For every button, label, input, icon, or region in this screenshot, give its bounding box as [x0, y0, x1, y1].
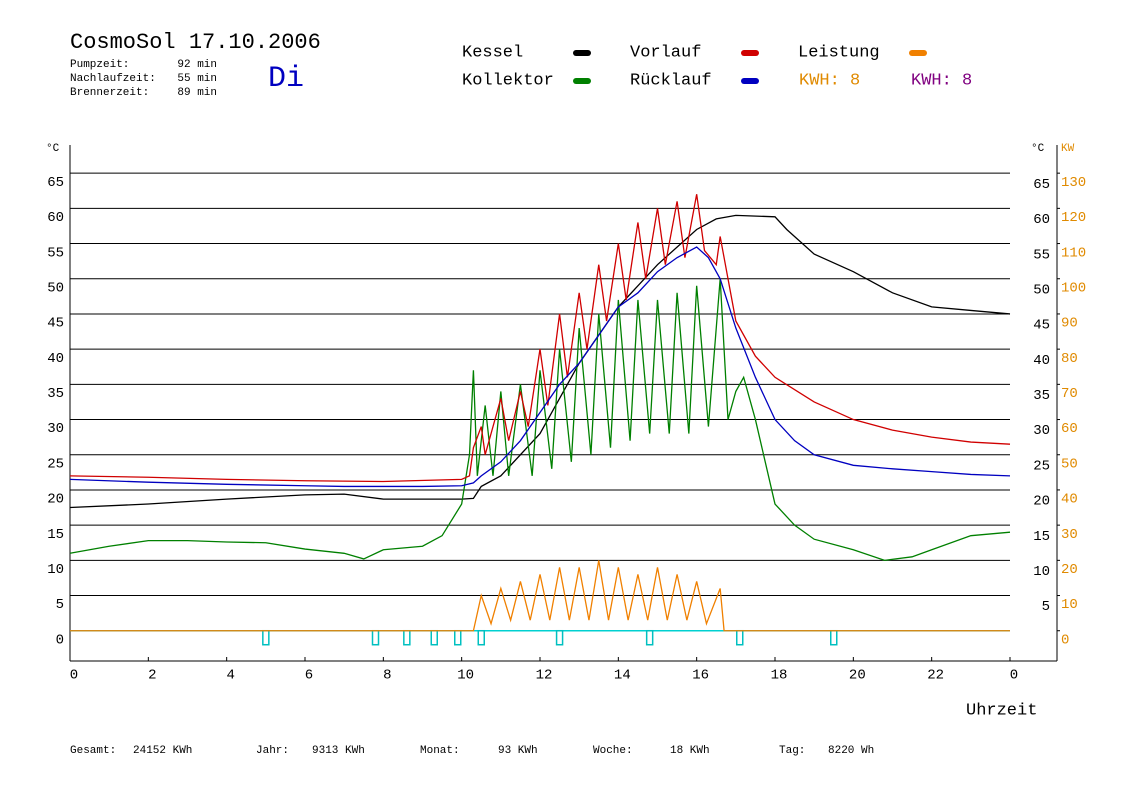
x-tick-label: 22 — [927, 668, 944, 684]
x-axis-label: Uhrzeit — [966, 701, 1037, 720]
y-tick-label: 50 — [47, 280, 64, 296]
info-value: 89 min — [177, 87, 217, 99]
info-value: 92 min — [177, 59, 217, 71]
legend-label: Kessel — [462, 43, 523, 62]
series-line — [69, 214, 1011, 509]
y-tick-label: 35 — [47, 386, 64, 402]
y-right-tick-label: 50 — [1033, 282, 1050, 298]
y2-tick-label: 120 — [1061, 210, 1086, 226]
footer-value: 24152 KWh — [133, 745, 192, 757]
series-line — [69, 246, 1011, 488]
x-tick-label: 20 — [849, 668, 866, 684]
y2-tick-label: 10 — [1061, 597, 1078, 613]
event-marker — [736, 629, 744, 646]
info-value: 55 min — [177, 73, 217, 85]
x-tick-label: 2 — [148, 668, 156, 684]
y2-tick-label: 80 — [1061, 351, 1078, 367]
x-tick-label: 18 — [771, 668, 788, 684]
y2-tick-label: 30 — [1061, 527, 1078, 543]
y-right-tick-label: 10 — [1033, 564, 1050, 580]
legend-label: Rücklauf — [630, 71, 712, 90]
y2-tick-label: 90 — [1061, 316, 1078, 332]
y-right-tick-label: 20 — [1033, 494, 1050, 510]
y-right-tick-label: 25 — [1033, 458, 1050, 474]
legend-label: Kollektor — [462, 71, 554, 90]
event-marker — [830, 629, 838, 646]
event-marker — [454, 629, 462, 646]
x-tick-label: 16 — [692, 668, 709, 684]
weekday: Di — [268, 62, 304, 96]
y-right-tick-label: 40 — [1033, 353, 1050, 369]
footer-value: 8220 Wh — [828, 745, 874, 757]
y-right-tick-label: 5 — [1042, 599, 1050, 615]
kwh-label: KWH: 8 — [799, 71, 860, 90]
y-tick-label: 55 — [47, 245, 64, 261]
x-tick-label: 0 — [70, 668, 78, 684]
y-tick-label: 65 — [47, 175, 64, 191]
y2-tick-label: 40 — [1061, 492, 1078, 508]
y-tick-label: 0 — [56, 632, 64, 648]
y-right-tick-label: 35 — [1033, 388, 1050, 404]
y-tick-label: 60 — [47, 210, 64, 226]
y-tick-label: 10 — [47, 562, 64, 578]
series-line — [70, 560, 1010, 632]
x-tick-label: 10 — [457, 668, 474, 684]
y2-tick-label: 130 — [1061, 175, 1086, 191]
x-tick-label: 12 — [536, 668, 553, 684]
y2-tick-label: 50 — [1061, 456, 1078, 472]
y-unit-right: °C — [1031, 143, 1045, 155]
y2-tick-label: 70 — [1061, 386, 1078, 402]
y-tick-label: 15 — [47, 527, 64, 543]
event-marker — [430, 629, 438, 646]
info-label: Pumpzeit: — [70, 59, 129, 71]
x-tick-label: 4 — [226, 668, 234, 684]
event-marker — [477, 629, 485, 646]
footer-label: Woche: — [593, 745, 633, 757]
y-tick-label: 25 — [47, 456, 64, 472]
x-tick-label: 14 — [614, 668, 631, 684]
footer-value: 18 KWh — [670, 745, 710, 757]
y-tick-label: 20 — [47, 492, 64, 508]
y2-tick-label: 100 — [1061, 280, 1086, 296]
info-label: Brennerzeit: — [70, 87, 149, 99]
y-right-tick-label: 30 — [1033, 423, 1050, 439]
y-tick-label: 5 — [56, 597, 64, 613]
event-marker — [645, 629, 654, 646]
info-label: Nachlaufzeit: — [70, 73, 156, 85]
y2-tick-label: 110 — [1061, 245, 1086, 261]
series-line — [69, 194, 1011, 483]
y2-tick-label: 0 — [1061, 632, 1069, 648]
footer-label: Tag: — [779, 745, 805, 757]
x-tick-label: 0 — [1010, 668, 1018, 684]
event-marker — [262, 629, 270, 646]
y2-unit: KW — [1061, 143, 1075, 155]
x-tick-label: 8 — [383, 668, 391, 684]
footer-label: Jahr: — [256, 745, 289, 757]
footer-label: Gesamt: — [70, 745, 116, 757]
y-right-tick-label: 65 — [1033, 177, 1050, 193]
event-marker — [403, 629, 411, 646]
kwh-label: KWH: 8 — [911, 71, 972, 90]
x-tick-label: 6 — [305, 668, 313, 684]
event-marker — [555, 629, 564, 646]
y-right-tick-label: 45 — [1033, 318, 1050, 334]
y-right-tick-label: 60 — [1033, 212, 1050, 228]
legend-label: Leistung — [798, 43, 880, 62]
footer-label: Monat: — [420, 745, 460, 757]
y2-tick-label: 60 — [1061, 421, 1078, 437]
y-right-tick-label: 55 — [1033, 247, 1050, 263]
footer-value: 9313 KWh — [312, 745, 365, 757]
series-line — [69, 278, 1011, 561]
y2-tick-label: 20 — [1061, 562, 1078, 578]
y-tick-label: 45 — [47, 316, 64, 332]
chart-title: CosmoSol 17.10.2006 — [70, 30, 321, 55]
y-right-tick-label: 15 — [1033, 529, 1050, 545]
event-marker — [371, 629, 380, 646]
legend-label: Vorlauf — [630, 43, 701, 62]
y-tick-label: 40 — [47, 351, 64, 367]
y-unit: °C — [46, 143, 60, 155]
footer-value: 93 KWh — [498, 745, 538, 757]
y-tick-label: 30 — [47, 421, 64, 437]
